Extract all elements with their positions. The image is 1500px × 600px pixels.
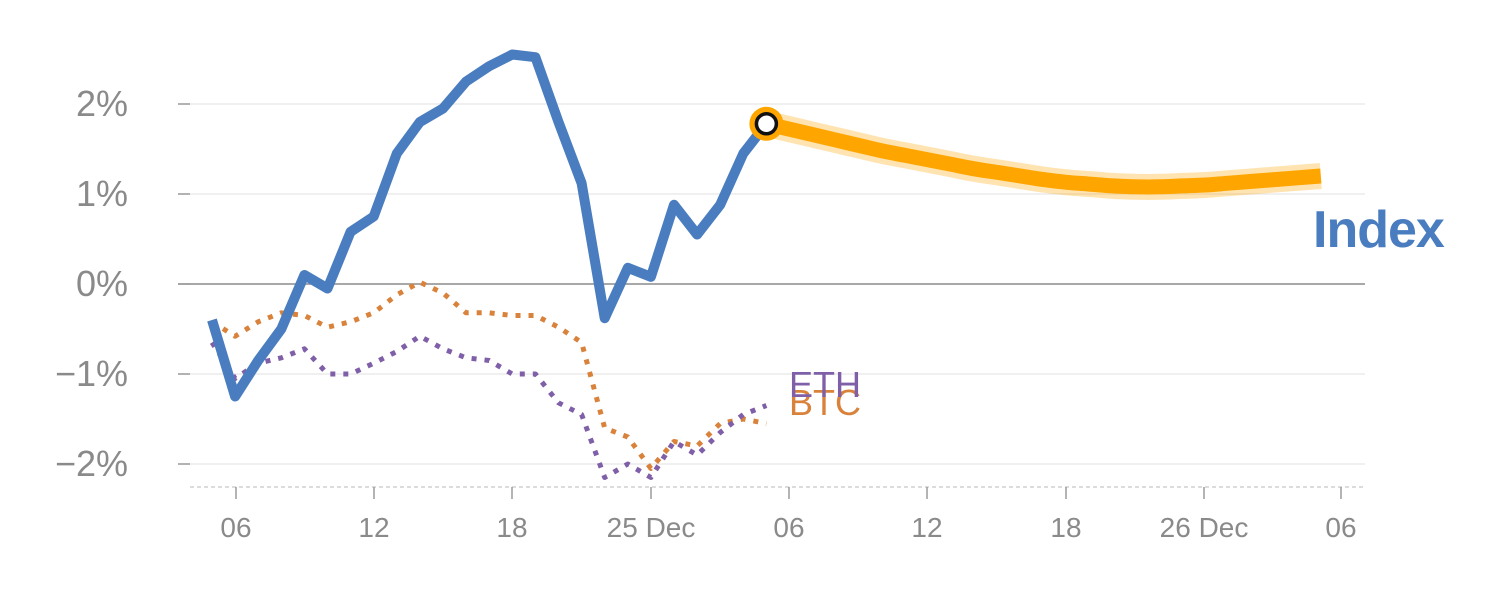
y-tick-label: −1% — [55, 353, 128, 394]
y-tick-label: −2% — [55, 443, 128, 484]
series-label-btc: BTC — [789, 382, 861, 423]
series-label-index: Index — [1313, 201, 1445, 259]
x-tick-label: 06 — [220, 512, 251, 543]
series-line-eth — [209, 333, 768, 480]
forecast-start-marker — [754, 112, 779, 136]
x-tick-label: 12 — [358, 512, 389, 543]
x-tick-label: 06 — [1325, 512, 1356, 543]
x-tick-label: 25 Dec — [607, 512, 696, 543]
x-tick-label: 12 — [911, 512, 942, 543]
x-tick-label: 18 — [496, 512, 527, 543]
y-tick-label: 1% — [76, 173, 128, 214]
series-line-btc — [210, 279, 767, 471]
series-line-forecast — [764, 116, 1322, 195]
y-tick-label: 0% — [76, 263, 128, 304]
y-tick-label: 2% — [76, 83, 128, 124]
grid-layer — [178, 103, 1365, 465]
series-label-eth: ETH — [789, 364, 861, 405]
axis-layer: 2% 1% 0% −1% −2% 06 12 18 25 Dec 06 12 18 26 Dec 06 — [55, 83, 1365, 543]
series-line-index — [207, 49, 771, 402]
x-tick-label: 26 Dec — [1160, 512, 1249, 543]
x-tick-label: 18 — [1050, 512, 1081, 543]
series-layer — [207, 49, 1322, 480]
x-tick-label: 06 — [773, 512, 804, 543]
